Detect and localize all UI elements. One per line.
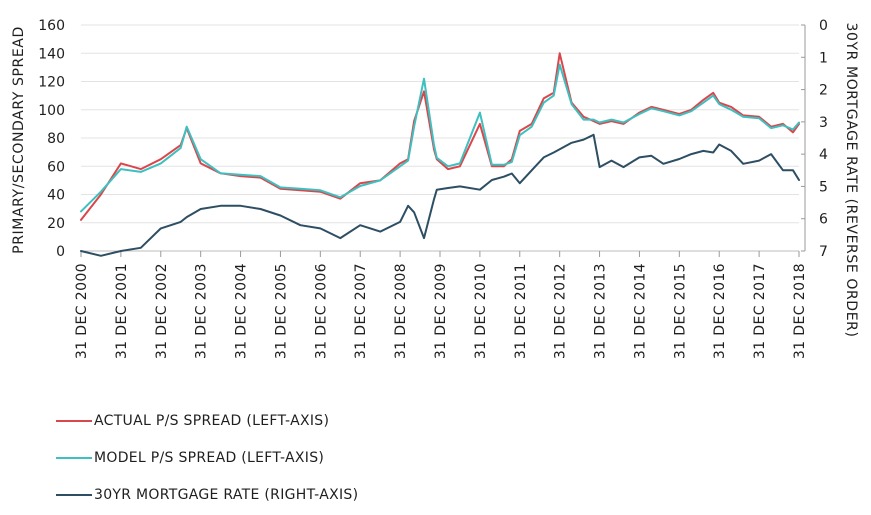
legend-item-mortgage: 30YR MORTGAGE RATE (RIGHT-AXIS) [56,476,358,513]
x-tick-label: 31 DEC 2015 [672,263,688,359]
legend-swatch-model [56,456,92,459]
legend-label-mortgage: 30YR MORTGAGE RATE (RIGHT-AXIS) [94,486,359,503]
series-line-actual [80,52,800,221]
y-left-tick-label: 60 [47,159,65,175]
y-right-tick-label: 7 [819,244,828,260]
x-tick-label: 31 DEC 2017 [752,263,768,359]
y-axis-left-title: PRIMARY/SECONDARY SPREAD [11,26,27,254]
x-tick-label: 31 DEC 2002 [154,263,170,359]
x-tick-label: 31 DEC 2003 [194,263,210,359]
y-right-tick-label: 1 [819,50,828,66]
x-tick-label: 31 DEC 2001 [114,263,130,359]
y-right-tick-label: 6 [819,212,828,228]
legend-swatch-mortgage [56,493,92,496]
line-chart: 31 DEC 2000 31 DEC 2001 31 DEC 2002 31 DEC … [11,18,859,359]
x-tick-label: 31 DEC 2016 [712,263,728,359]
x-tick-label: 31 DEC 2006 [313,263,329,359]
y-axis-right: 0 1 2 3 4 5 6 7 [801,18,828,260]
legend-item-actual: ACTUAL P/S SPREAD (LEFT-AXIS) [56,402,358,439]
y-axis-left: 0 20 40 60 80 100 120 140 160 [38,18,65,260]
y-left-tick-label: 100 [38,103,65,119]
x-tick-label: 31 DEC 2011 [513,263,529,359]
x-tick-label: 31 DEC 2007 [353,263,369,359]
legend-swatch-actual [56,419,92,422]
y-left-tick-label: 160 [38,18,65,34]
x-tick-label: 31 DEC 2010 [473,263,489,359]
y-left-tick-label: 0 [56,244,65,260]
series-line-model [80,63,800,213]
y-left-tick-label: 80 [47,131,65,147]
x-tick-label: 31 DEC 2008 [393,263,409,359]
y-left-tick-label: 40 [47,188,65,204]
x-tick-label: 31 DEC 2013 [593,263,609,359]
y-right-tick-label: 0 [819,18,828,34]
legend: ACTUAL P/S SPREAD (LEFT-AXIS) MODEL P/S … [56,402,358,513]
y-right-tick-label: 3 [819,115,828,131]
gridlines [81,24,799,252]
y-right-tick-label: 4 [819,147,828,163]
x-tick-label: 31 DEC 2018 [792,263,808,359]
x-axis: 31 DEC 2000 31 DEC 2001 31 DEC 2002 31 DEC … [74,250,808,359]
x-tick-label: 31 DEC 2005 [273,263,289,359]
legend-item-model: MODEL P/S SPREAD (LEFT-AXIS) [56,439,358,476]
x-tick-label: 31 DEC 2014 [632,263,648,359]
x-tick-label: 31 DEC 2004 [234,263,250,359]
legend-label-model: MODEL P/S SPREAD (LEFT-AXIS) [94,449,325,466]
x-tick-label: 31 DEC 2000 [74,263,90,359]
y-right-tick-label: 5 [819,179,828,195]
series-line-mortgage [80,133,800,257]
x-tick-label: 31 DEC 2009 [433,263,449,359]
x-tick-label: 31 DEC 2012 [553,263,569,359]
y-left-tick-label: 140 [38,46,65,62]
y-axis-right-title: 30YR MORTGAGE RATE (REVERSE ORDER) [843,22,859,337]
legend-label-actual: ACTUAL P/S SPREAD (LEFT-AXIS) [94,412,330,429]
series-lines [80,52,800,257]
y-left-tick-label: 120 [38,75,65,91]
y-right-tick-label: 2 [819,83,828,99]
y-left-tick-label: 20 [47,216,65,232]
